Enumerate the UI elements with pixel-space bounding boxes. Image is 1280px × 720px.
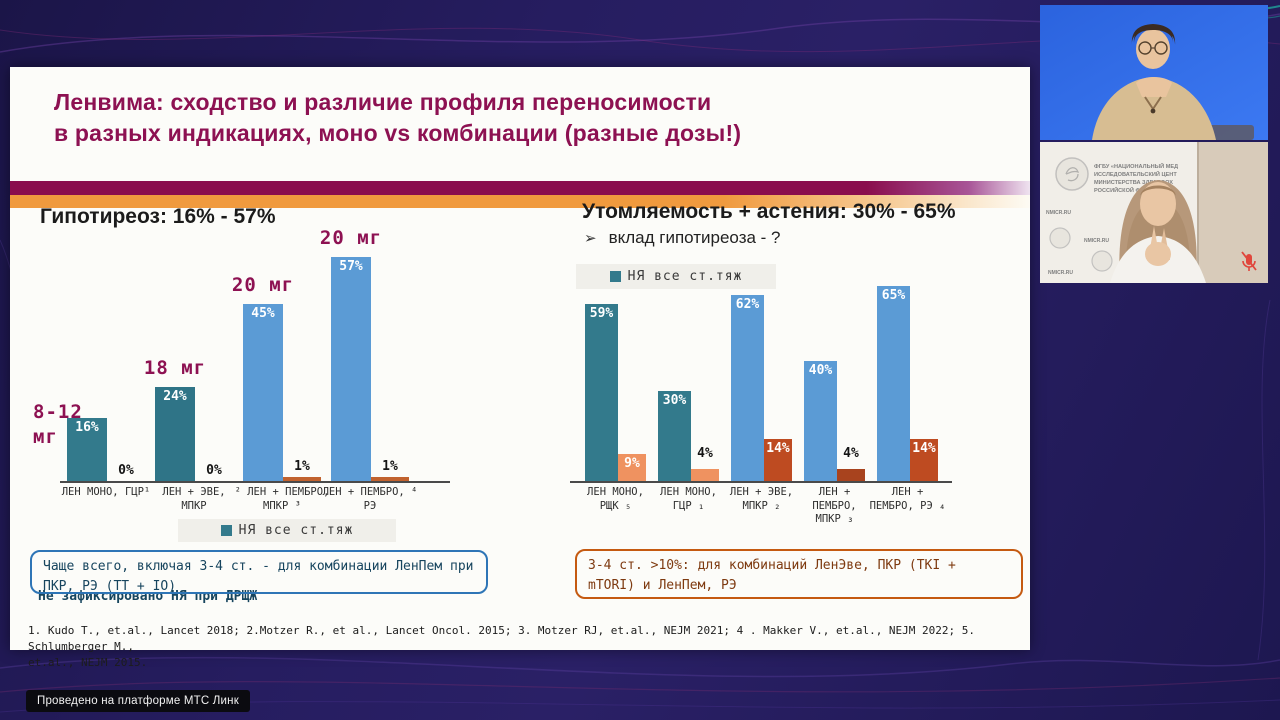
bar-secondary xyxy=(283,477,321,481)
hypothyroidism-bar-chart: 16% 0% 8-12 мг ЛЕН МОНО, ГЦР¹ 24% 0% 18 мг ЛЕН +… xyxy=(33,203,419,511)
svg-text:РОССИЙСКОЙ ФЕДЕРАЦИ: РОССИЙСКОЙ ФЕДЕРАЦИ xyxy=(1094,186,1167,194)
banner-org-text: ФГБУ «НАЦИОНАЛЬНЫЙ МЕД ИССЛЕДОВАТЕЛЬСКИЙ… xyxy=(1046,162,1178,276)
divider-band-maroon xyxy=(10,181,1030,195)
bar-secondary: 9% xyxy=(618,454,646,481)
legend-swatch-icon xyxy=(220,525,232,536)
right-chart-subtitle-text: вклад гипотиреоза - ? xyxy=(608,228,781,247)
legend-swatch-icon xyxy=(609,271,621,282)
category-label: ЛЕН МОНО, РЩК ₅ xyxy=(587,486,644,512)
category-label: ЛЕН МОНО, ГЦР¹ xyxy=(61,486,151,498)
svg-text:NMICR.RU: NMICR.RU xyxy=(1084,238,1109,244)
bar-value-label: 0% xyxy=(206,463,222,478)
legend-label: НЯ все ст.тяж xyxy=(238,523,354,538)
presentation-slide: Ленвима: сходство и различие профиля пер… xyxy=(10,67,1030,669)
speaker-1-silhouette xyxy=(1092,24,1254,140)
bar-value-label: 16% xyxy=(75,420,99,435)
webcam-tile-speaker-2[interactable]: ФГБУ «НАЦИОНАЛЬНЫЙ МЕД ИССЛЕДОВАТЕЛЬСКИЙ… xyxy=(1040,142,1268,283)
right-chart-subtitle: ➢ вклад гипотиреоза - ? xyxy=(584,228,781,248)
slide-title: Ленвима: сходство и различие профиля пер… xyxy=(54,87,741,149)
bar-value-label: 4% xyxy=(697,446,713,461)
slide-title-line1: Ленвима: сходство и различие профиля пер… xyxy=(54,89,712,115)
speaker-2-silhouette xyxy=(1110,180,1206,283)
bar-value-label: 14% xyxy=(766,441,790,456)
references-line2: et.al., NEJM 2015. xyxy=(28,655,148,669)
bar-value-label: 65% xyxy=(881,288,906,303)
svg-text:NMICR.RU: NMICR.RU xyxy=(1046,210,1071,216)
bar-primary: 16% xyxy=(67,418,107,481)
bar-value-label: 14% xyxy=(912,441,936,456)
bar-value-label: 1% xyxy=(382,459,398,474)
svg-text:ИССЛЕДОВАТЕЛЬСКИЙ ЦЕНТ: ИССЛЕДОВАТЕЛЬСКИЙ ЦЕНТ xyxy=(1094,170,1177,178)
bar-secondary xyxy=(371,477,409,481)
category-label: ЛЕН МОНО, ГЦР ₁ xyxy=(660,486,717,512)
bar-value-label: 62% xyxy=(735,297,760,312)
right-note-box: 3-4 ст. >10%: для комбинаций ЛенЭве, ПКР… xyxy=(575,549,1023,599)
bar-primary: 59% xyxy=(585,304,618,481)
webcam-tile-speaker-1[interactable] xyxy=(1040,5,1268,140)
bar-secondary: 14% xyxy=(910,439,938,481)
right-chart-x-axis xyxy=(570,481,952,483)
left-chart-x-axis xyxy=(60,481,450,483)
dose-label: 20 мг xyxy=(231,274,295,297)
mic-muted-icon xyxy=(1241,251,1257,271)
category-label: ЛЕН + ЭВЕ, МПКР xyxy=(162,486,226,512)
bar-group: 45% 1% 20 мг ² ЛЕН + ПЕМБРО, МПКР ³ xyxy=(232,274,330,511)
bar-value-label: 59% xyxy=(589,306,614,321)
bar-group: 30% 4% ЛЕН МОНО, ГЦР ₁ xyxy=(658,391,719,512)
bar-value-label: 0% xyxy=(118,463,134,478)
divider-band-orange xyxy=(10,195,1030,208)
dose-label: 20 мг xyxy=(319,227,383,250)
category-label: ЛЕН + ПЕМБРО, РЭ ₄ xyxy=(869,486,946,512)
bar-primary: 62% xyxy=(731,295,764,481)
category-label: ЛЕН + ПЕМБРО, ⁴ РЭ xyxy=(322,486,418,512)
bar-value-label: 4% xyxy=(843,446,859,461)
bar-primary: 45% xyxy=(243,304,283,481)
legend-label: НЯ все ст.тяж xyxy=(627,269,743,284)
platform-badge: Проведено на платформе МТС Линк xyxy=(26,690,250,712)
bar-primary: 40% xyxy=(804,361,837,481)
bar-value-label: 57% xyxy=(339,259,363,274)
bar-value-label: 40% xyxy=(808,363,833,378)
banner-logos xyxy=(1049,157,1113,272)
bar-primary: 57% xyxy=(331,257,371,481)
bar-value-label: 1% xyxy=(294,459,310,474)
svg-text:МИНИСТЕРСТВА ЗДРАВООХ: МИНИСТЕРСТВА ЗДРАВООХ xyxy=(1094,180,1173,186)
bar-group: 57% 1% 20 мг ЛЕН + ПЕМБРО, ⁴ РЭ xyxy=(320,227,418,511)
bar-secondary xyxy=(837,469,865,481)
bar-group: 59% 9% ЛЕН МОНО, РЩК ₅ xyxy=(585,304,646,512)
left-note-box: Чаще всего, включая 3-4 ст. - для комбин… xyxy=(30,550,488,594)
bar-value-label: 45% xyxy=(251,306,275,321)
right-chart-legend: НЯ все ст.тяж xyxy=(576,264,776,289)
category-label: ЛЕН + ПЕМБРО, МПКР ₃ xyxy=(812,486,857,526)
bar-group: 62% 14% ЛЕН + ЭВЕ, МПКР ₂ xyxy=(730,295,793,512)
slide-title-line2: в разных индикациях, моно vs комбинации … xyxy=(54,119,742,146)
bar-group: 40% 4% ЛЕН + ПЕМБРО, МПКР ₃ xyxy=(804,361,865,525)
references: 1. Kudo T., et.al., Lancet 2018; 2.Motze… xyxy=(28,623,978,671)
bar-primary: 65% xyxy=(877,286,910,481)
right-chart-title: Утомляемость + астения: 30% - 65% xyxy=(582,200,956,223)
bar-value-label: 9% xyxy=(624,456,640,471)
bar-secondary xyxy=(691,469,719,481)
references-line1: 1. Kudo T., et.al., Lancet 2018; 2.Motze… xyxy=(28,624,976,653)
fatigue-asthenia-bar-chart: 59% 9% ЛЕН МОНО, РЩК ₅ 30% 4% ЛЕН МОНО, ГЦР ₁ 62… xyxy=(585,283,950,525)
svg-text:ФГБУ «НАЦИОНАЛЬНЫЙ МЕД: ФГБУ «НАЦИОНАЛЬНЫЙ МЕД xyxy=(1094,162,1178,170)
arrow-bullet-icon: ➢ xyxy=(584,230,597,247)
bar-value-label: 30% xyxy=(662,393,687,408)
dose-label: 8-12 мг xyxy=(33,400,83,449)
bar-secondary: 14% xyxy=(764,439,792,481)
bar-group: 24% 0% 18 мг ЛЕН + ЭВЕ, МПКР xyxy=(144,357,233,511)
svg-text:NMICR.RU: NMICR.RU xyxy=(1048,270,1073,276)
bar-group: 65% 14% ЛЕН + ПЕМБРО, РЭ ₄ xyxy=(870,286,945,512)
category-label: ЛЕН + ЭВЕ, МПКР ₂ xyxy=(729,486,794,512)
left-chart-legend: НЯ все ст.тяж xyxy=(178,519,396,542)
bar-value-label: 24% xyxy=(163,389,187,404)
left-chart-title: Гипотиреоз: 16% - 57% xyxy=(40,205,276,228)
bar-primary: 30% xyxy=(658,391,691,481)
bar-primary: 24% xyxy=(155,387,195,481)
dose-label: 18 мг xyxy=(143,357,207,380)
bar-group: 16% 0% 8-12 мг ЛЕН МОНО, ГЦР¹ xyxy=(33,401,150,498)
category-label: ² ЛЕН + ПЕМБРО, МПКР ³ xyxy=(234,486,330,512)
